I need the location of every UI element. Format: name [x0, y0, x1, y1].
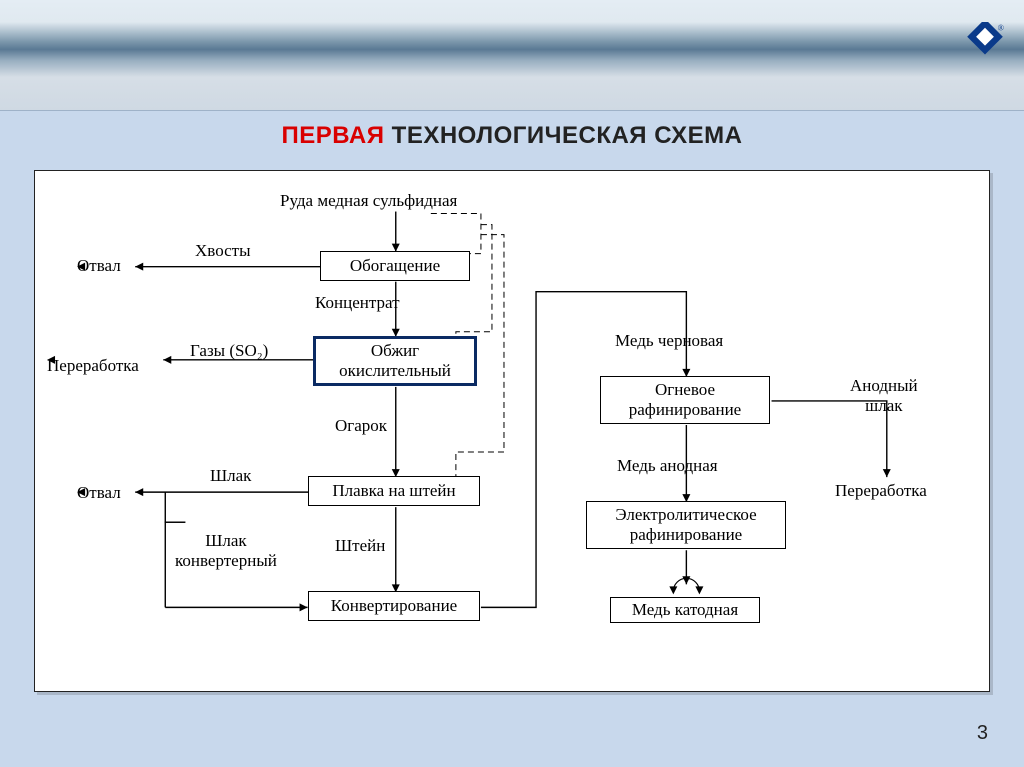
title-rest: ТЕХНОЛОГИЧЕСКАЯ СХЕМА [385, 122, 743, 149]
flowchart-label: Хвосты [195, 241, 251, 261]
flowchart-node: Огневое рафинирование [600, 376, 770, 424]
page-title: ПЕРВАЯ ТЕХНОЛОГИЧЕСКАЯ СХЕМА [0, 122, 1024, 150]
svg-text:®: ® [998, 23, 1005, 32]
flowchart-label: Огарок [335, 416, 387, 436]
header-banner [0, 0, 1024, 111]
flowchart-canvas: Обогащение Обжиг окислительный Плавка на ш… [35, 171, 989, 691]
flowchart-node: Электролитическое рафинирование [586, 501, 786, 549]
flowchart-node: Медь катодная [610, 597, 760, 623]
flowchart-label: Руда медная сульфидная [280, 191, 457, 211]
flowchart-label: Концентрат [315, 293, 400, 313]
flowchart-label: Шлак конвертерный [175, 531, 277, 571]
title-red: ПЕРВАЯ [282, 122, 385, 149]
flowchart-node: Обжиг окислительный [313, 336, 477, 386]
flowchart-label: Переработка [835, 481, 927, 501]
flowchart-label: Шлак [210, 466, 251, 486]
flowchart-label: Отвал [77, 483, 121, 503]
diagram-frame: Обогащение Обжиг окислительный Плавка на ш… [34, 170, 990, 692]
flowchart-edges [35, 171, 989, 691]
flowchart-label: Медь анодная [617, 456, 718, 476]
flowchart-label: Медь черновая [615, 331, 723, 351]
flowchart-label: Переработка [47, 356, 139, 376]
slide: ® ПЕРВАЯ ТЕХНОЛОГИЧЕСКАЯ СХЕМА Обогащени… [0, 0, 1024, 767]
logo-icon: ® [964, 22, 1006, 64]
flowchart-label: Отвал [77, 256, 121, 276]
flowchart-node: Обогащение [320, 251, 470, 281]
flowchart-label: Анодный шлак [850, 376, 918, 416]
flowchart-node: Плавка на штейн [308, 476, 480, 506]
page-number: 3 [977, 722, 988, 745]
flowchart-label: Штейн [335, 536, 385, 556]
flowchart-node: Конвертирование [308, 591, 480, 621]
flowchart-label: Газы (SO₂) [190, 341, 268, 361]
